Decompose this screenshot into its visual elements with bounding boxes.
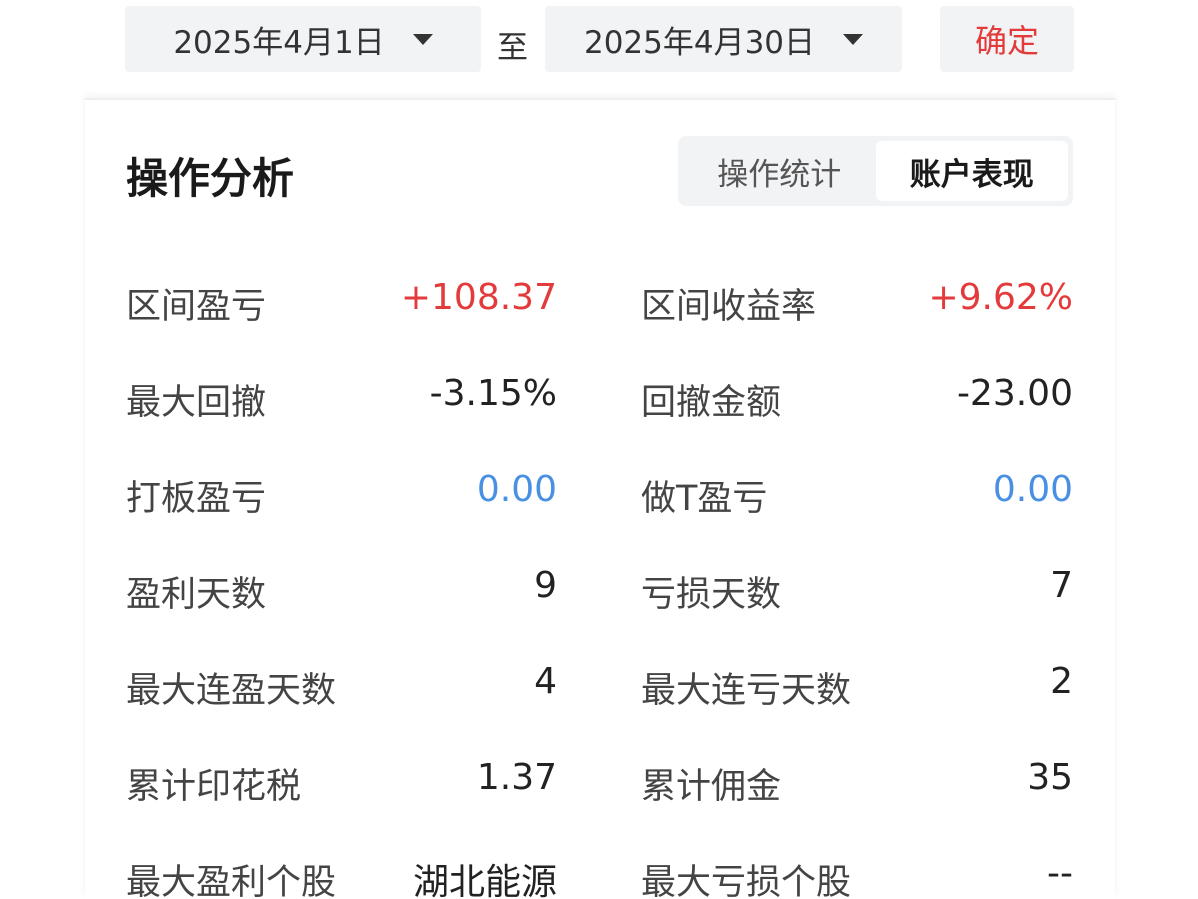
metric-label: 最大连盈天数 <box>126 671 337 711</box>
tab-account-performance[interactable]: 账户表现 <box>875 141 1068 201</box>
metric-value: 35 <box>1027 757 1073 798</box>
metric-label: 最大连亏天数 <box>641 671 852 711</box>
confirm-button[interactable]: 确定 <box>940 6 1074 72</box>
analysis-panel <box>85 100 1115 899</box>
metric-label: 最大盈利个股 <box>126 863 337 899</box>
metric-value: 9 <box>534 565 557 606</box>
metric-label: 打板盈亏 <box>126 479 267 519</box>
metric-value: 0.00 <box>476 469 557 510</box>
divider <box>85 98 1115 100</box>
metric-value: -- <box>1047 853 1073 894</box>
section-title: 操作分析 <box>126 154 295 203</box>
metric-value: 1.37 <box>476 757 557 798</box>
view-switcher: 操作统计 账户表现 <box>678 136 1073 206</box>
end-date-select[interactable]: 2025年4月30日 <box>545 6 902 72</box>
metric-label: 累计印花税 <box>126 767 302 807</box>
start-date-select[interactable]: 2025年4月1日 <box>125 6 481 72</box>
metric-label: 做T盈亏 <box>641 479 768 519</box>
metric-label: 区间盈亏 <box>126 287 267 327</box>
metric-value: 0.00 <box>992 469 1073 510</box>
metric-label: 累计佣金 <box>641 767 782 807</box>
date-range-bar: 2025年4月1日 至 2025年4月30日 确定 <box>0 0 1198 100</box>
metric-value: 4 <box>534 661 557 702</box>
metric-value: 湖北能源 <box>412 862 557 899</box>
chevron-down-icon <box>412 33 433 45</box>
metric-value: -3.15% <box>429 373 557 414</box>
tab-operation-stats[interactable]: 操作统计 <box>717 156 842 193</box>
start-date-value: 2025年4月1日 <box>173 24 385 61</box>
metric-label: 盈利天数 <box>126 575 267 615</box>
metric-value: 2 <box>1050 661 1073 702</box>
metric-label: 亏损天数 <box>641 575 782 615</box>
metric-value: +9.62% <box>928 277 1073 318</box>
end-date-value: 2025年4月30日 <box>583 24 816 61</box>
metric-value: -23.00 <box>956 373 1073 414</box>
metric-value: 7 <box>1050 565 1073 606</box>
metric-label: 最大亏损个股 <box>641 863 852 899</box>
metric-label: 最大回撤 <box>126 383 267 423</box>
metric-label: 回撤金额 <box>641 383 782 423</box>
metric-label: 区间收益率 <box>641 287 817 327</box>
chevron-down-icon <box>843 33 864 45</box>
range-separator: 至 <box>497 30 528 66</box>
metric-value: +108.37 <box>400 277 557 318</box>
